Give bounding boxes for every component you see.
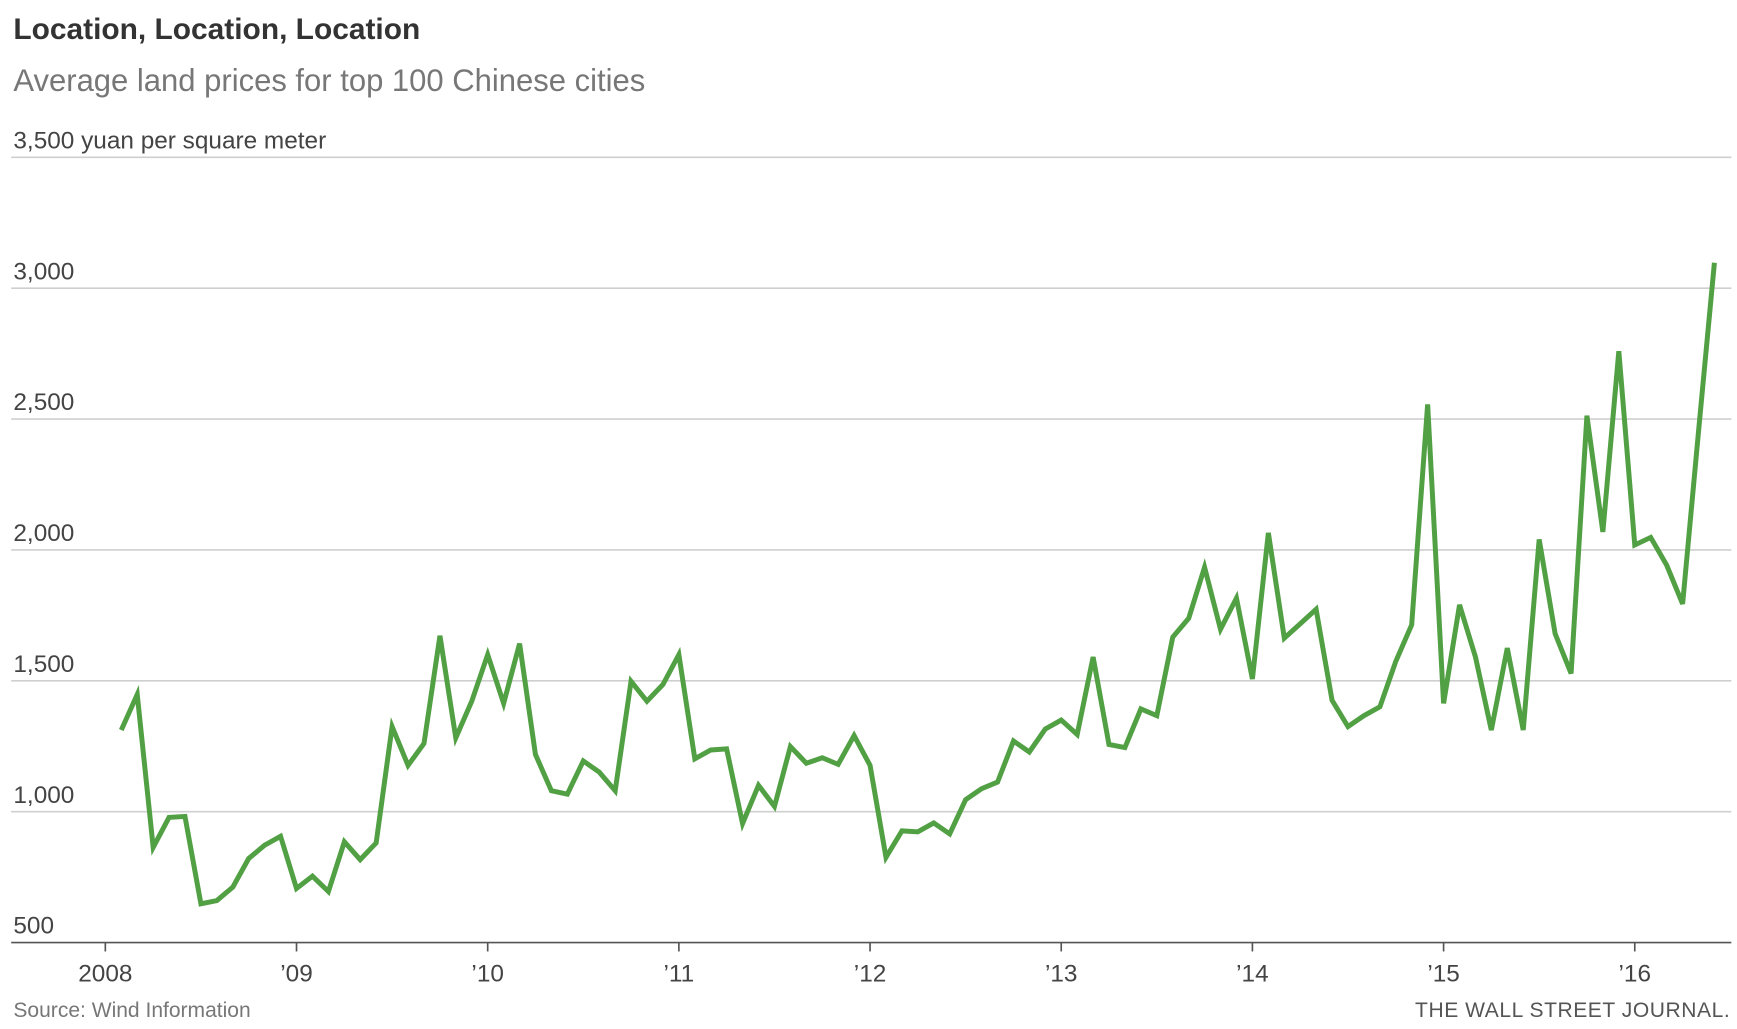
chart-subtitle: Average land prices for top 100 Chinese … — [13, 63, 645, 98]
x-tick-label: ’13 — [1045, 960, 1078, 987]
source-note: Source: Wind Information — [13, 999, 250, 1022]
series-line — [119, 262, 1717, 907]
y-tick-label: 3,500 yuan per square meter — [13, 127, 326, 154]
gridlines — [11, 156, 1732, 813]
y-tick-label: 2,500 — [13, 389, 74, 416]
x-tick-label: 2008 — [78, 960, 132, 987]
x-tick-label: ’15 — [1427, 960, 1460, 987]
series-layer — [119, 262, 1717, 907]
publisher-logo: THE WALL STREET JOURNAL. — [1415, 999, 1730, 1022]
y-tick-label: 1,000 — [13, 782, 74, 809]
chart-title: Location, Location, Location — [13, 13, 420, 46]
x-axis: 2008 ’09 ’10 ’11 ’12 ’13 ’14 ’15 ’16 — [11, 941, 1732, 987]
x-tick-label: ’09 — [280, 960, 313, 987]
x-tick-label: ’11 — [664, 960, 695, 987]
y-tick-label: 500 — [13, 913, 54, 940]
y-tick-label: 3,000 — [13, 258, 74, 285]
y-tick-label: 2,000 — [13, 520, 74, 547]
x-tick-label: ’16 — [1619, 960, 1652, 987]
x-tick-label: ’12 — [854, 960, 887, 987]
y-tick-label: 1,500 — [13, 651, 74, 678]
x-tick-label: ’14 — [1236, 960, 1269, 987]
x-tick-label: ’10 — [471, 960, 504, 987]
y-axis-labels: 500 1,000 1,500 2,000 2,500 3,000 3,500 yuan p… — [13, 127, 326, 939]
